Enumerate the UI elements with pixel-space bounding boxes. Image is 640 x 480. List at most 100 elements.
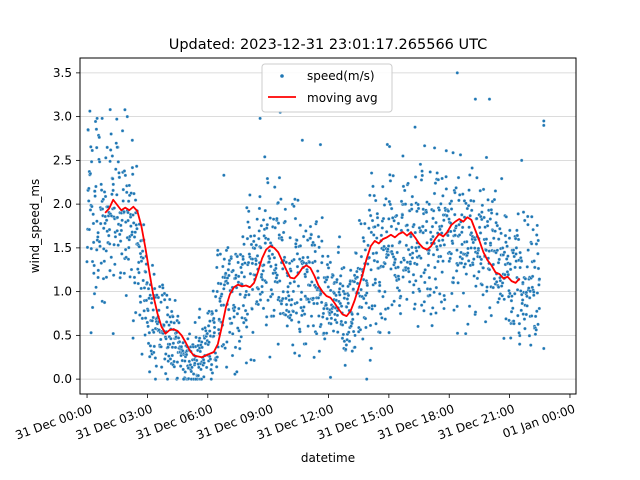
scatter-point xyxy=(363,316,368,321)
scatter-point xyxy=(178,364,183,368)
scatter-point-outlier xyxy=(542,346,546,351)
scatter-point xyxy=(410,245,414,250)
scatter-point xyxy=(144,298,149,303)
scatter-point xyxy=(236,280,241,284)
scatter-point xyxy=(284,302,289,307)
scatter-point xyxy=(484,248,488,252)
scatter-point xyxy=(503,233,508,238)
scatter-point xyxy=(502,297,506,302)
scatter-point xyxy=(108,159,112,164)
scatter-point xyxy=(248,193,252,197)
scatter-point xyxy=(250,307,254,311)
y-tick-label-1: 0.5 xyxy=(53,328,72,342)
scatter-point xyxy=(378,283,382,288)
scatter-point xyxy=(483,241,488,246)
scatter-point xyxy=(312,355,316,360)
scatter-point xyxy=(396,274,401,278)
scatter-point xyxy=(419,303,424,307)
scatter-point xyxy=(238,292,242,297)
scatter-point xyxy=(516,237,521,242)
scatter-point xyxy=(434,244,439,249)
scatter-point xyxy=(428,293,432,298)
scatter-point xyxy=(347,339,352,343)
scatter-point xyxy=(492,236,496,240)
scatter-point xyxy=(284,260,288,265)
scatter-point xyxy=(245,205,249,210)
scatter-point xyxy=(520,298,525,302)
scatter-point xyxy=(127,237,131,242)
scatter-point xyxy=(517,321,522,326)
scatter-point xyxy=(333,318,338,322)
scatter-point xyxy=(377,289,382,293)
scatter-point xyxy=(432,290,436,294)
scatter-point xyxy=(277,233,282,237)
scatter-point xyxy=(329,310,334,314)
scatter-point xyxy=(345,297,350,301)
scatter-point-outlier xyxy=(401,154,405,158)
scatter-point xyxy=(312,301,316,306)
scatter-point xyxy=(343,363,347,368)
scatter-point xyxy=(532,290,536,294)
scatter-point xyxy=(343,347,348,352)
scatter-point xyxy=(473,237,477,242)
scatter-point xyxy=(186,337,190,341)
scatter-point xyxy=(446,233,450,238)
scatter-point xyxy=(176,336,181,340)
scatter-point xyxy=(454,224,458,228)
scatter-point xyxy=(406,228,410,232)
scatter-point xyxy=(129,267,134,272)
scatter-point xyxy=(85,259,89,264)
scatter-point xyxy=(506,254,510,258)
scatter-point xyxy=(232,308,236,313)
scatter-point xyxy=(381,264,385,269)
scatter-point xyxy=(140,352,144,356)
scatter-point xyxy=(111,273,116,277)
scatter-point xyxy=(410,256,415,260)
scatter-point xyxy=(417,245,421,249)
scatter-point xyxy=(162,298,167,302)
scatter-point xyxy=(378,312,383,316)
scatter-point xyxy=(466,322,470,326)
scatter-point xyxy=(408,262,413,266)
scatter-point xyxy=(401,275,405,279)
scatter-point xyxy=(346,284,350,289)
scatter-point xyxy=(264,226,269,230)
scatter-point xyxy=(454,269,459,273)
scatter-point xyxy=(200,345,204,350)
scatter-point xyxy=(357,218,362,223)
scatter-point xyxy=(464,272,469,276)
scatter-point xyxy=(317,245,321,250)
scatter-point xyxy=(378,330,382,335)
scatter-point xyxy=(436,259,440,264)
scatter-point xyxy=(123,247,128,252)
scatter-point xyxy=(533,332,538,336)
scatter-point xyxy=(258,298,263,302)
chart-title: Updated: 2023-12-31 23:01:17.265566 UTC xyxy=(169,37,488,53)
scatter-point xyxy=(515,228,519,233)
scatter-point xyxy=(259,223,264,228)
scatter-point xyxy=(247,252,252,256)
scatter-point xyxy=(115,215,120,220)
scatter-point xyxy=(335,277,339,282)
scatter-point xyxy=(243,308,248,313)
scatter-point-outlier xyxy=(153,377,158,381)
scatter-point xyxy=(367,208,372,212)
scatter-point xyxy=(247,292,251,297)
scatter-point xyxy=(289,318,294,322)
scatter-point xyxy=(260,284,264,289)
scatter-point xyxy=(513,291,517,296)
scatter-point xyxy=(324,303,329,307)
scatter-point xyxy=(227,330,232,335)
scatter-point xyxy=(524,290,529,295)
scatter-point xyxy=(225,281,230,285)
scatter-point xyxy=(314,219,319,224)
scatter-point xyxy=(143,333,147,337)
scatter-point xyxy=(235,370,239,374)
scatter-point xyxy=(339,319,344,324)
scatter-point xyxy=(335,313,340,318)
scatter-point xyxy=(157,284,162,289)
scatter-point xyxy=(504,240,508,244)
scatter-point xyxy=(504,215,509,219)
scatter-point-outlier xyxy=(473,97,478,101)
scatter-point xyxy=(273,185,277,189)
